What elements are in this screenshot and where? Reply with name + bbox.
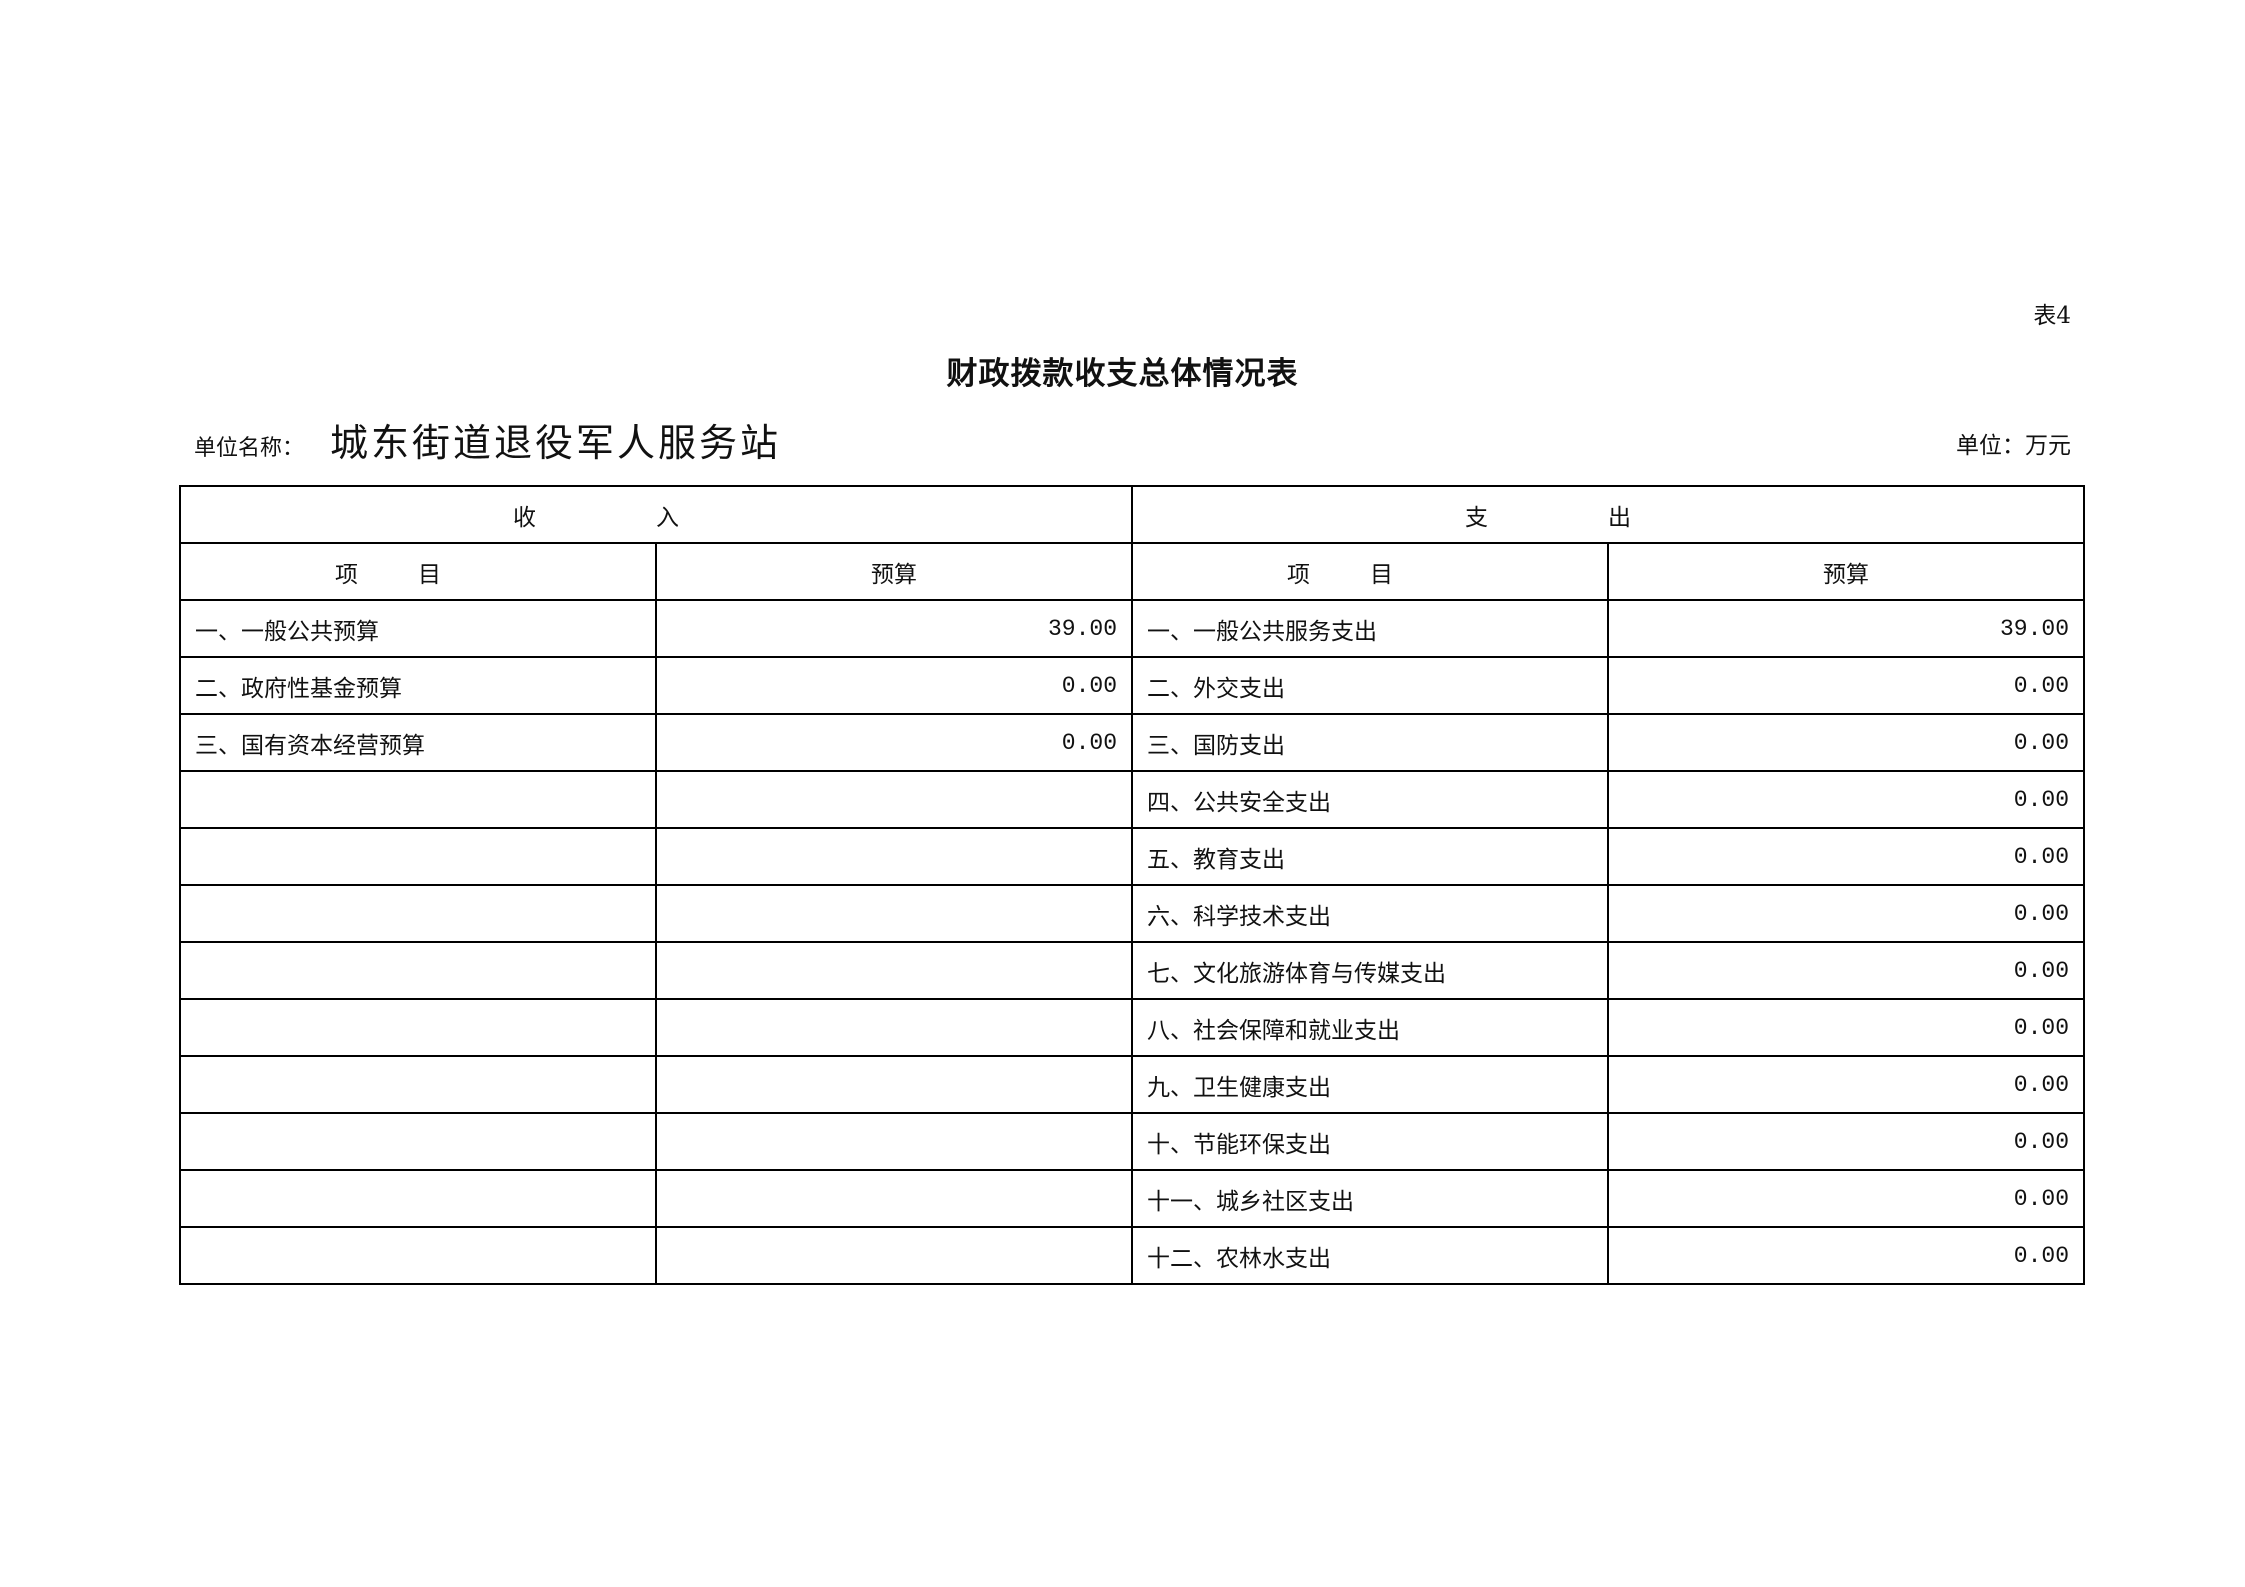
expense-item: 十二、农林水支出 <box>1131 1226 1609 1285</box>
income-budget <box>655 941 1133 1000</box>
expense-budget: 0.00 <box>1607 884 2085 943</box>
expense-item: 二、外交支出 <box>1131 656 1609 715</box>
income-budget <box>655 1169 1133 1228</box>
income-item <box>179 1112 657 1171</box>
income-item <box>179 998 657 1057</box>
table-row: 十一、城乡社区支出 0.00 <box>179 1169 2085 1228</box>
table-row: 十二、农林水支出 0.00 <box>179 1226 2085 1285</box>
expense-item: 十、节能环保支出 <box>1131 1112 1609 1171</box>
expense-header: 支出 <box>1131 485 2085 544</box>
income-budget: 0.00 <box>655 713 1133 772</box>
table-row: 五、教育支出 0.00 <box>179 827 2085 886</box>
income-item-header: 项目 <box>179 542 657 601</box>
income-budget <box>655 1055 1133 1114</box>
table-row: 二、政府性基金预算 0.00 二、外交支出 0.00 <box>179 656 2085 715</box>
income-budget <box>655 827 1133 886</box>
expense-item: 九、卫生健康支出 <box>1131 1055 1609 1114</box>
income-budget <box>655 1112 1133 1171</box>
expense-item-header: 项目 <box>1131 542 1609 601</box>
unit-name-label: 单位名称： <box>194 436 305 461</box>
expense-item: 三、国防支出 <box>1131 713 1609 772</box>
page-title: 财政拨款收支总体情况表 <box>946 356 1299 392</box>
table-row: 三、国有资本经营预算 0.00 三、国防支出 0.00 <box>179 713 2085 772</box>
income-budget <box>655 770 1133 829</box>
income-budget: 39.00 <box>655 599 1133 658</box>
expense-item: 五、教育支出 <box>1131 827 1609 886</box>
unit-name: 城东街道退役军人服务站 <box>330 421 782 465</box>
table-row: 一、一般公共预算 39.00 一、一般公共服务支出 39.00 <box>179 599 2085 658</box>
income-item: 一、一般公共预算 <box>179 599 657 658</box>
income-item <box>179 1226 657 1285</box>
expense-item: 八、社会保障和就业支出 <box>1131 998 1609 1057</box>
expense-item: 七、文化旅游体育与传媒支出 <box>1131 941 1609 1000</box>
income-item <box>179 827 657 886</box>
expense-budget: 0.00 <box>1607 1055 2085 1114</box>
table-row: 八、社会保障和就业支出 0.00 <box>179 998 2085 1057</box>
income-header: 收入 <box>179 485 1133 544</box>
expense-item: 十一、城乡社区支出 <box>1131 1169 1609 1228</box>
income-item <box>179 770 657 829</box>
expense-budget: 0.00 <box>1607 827 2085 886</box>
table-row: 四、公共安全支出 0.00 <box>179 770 2085 829</box>
expense-budget: 0.00 <box>1607 1169 2085 1228</box>
budget-table: 收入 支出 项目 预算 项目 预算 一、一般公共预算 39.00 一、一般公共服务支… <box>179 485 2085 1285</box>
income-budget <box>655 884 1133 943</box>
expense-budget: 0.00 <box>1607 713 2085 772</box>
income-budget <box>655 998 1133 1057</box>
table-row: 九、卫生健康支出 0.00 <box>179 1055 2085 1114</box>
expense-budget: 0.00 <box>1607 941 2085 1000</box>
expense-budget: 39.00 <box>1607 599 2085 658</box>
expense-budget: 0.00 <box>1607 770 2085 829</box>
currency-unit: 单位：万元 <box>1956 433 2071 459</box>
section-header-row: 收入 支出 <box>179 485 2085 544</box>
income-budget: 0.00 <box>655 656 1133 715</box>
expense-budget: 0.00 <box>1607 656 2085 715</box>
table-row: 七、文化旅游体育与传媒支出 0.00 <box>179 941 2085 1000</box>
expense-budget: 0.00 <box>1607 1112 2085 1171</box>
expense-item: 四、公共安全支出 <box>1131 770 1609 829</box>
income-item <box>179 1169 657 1228</box>
income-item: 二、政府性基金预算 <box>179 656 657 715</box>
expense-budget: 0.00 <box>1607 1226 2085 1285</box>
income-item <box>179 884 657 943</box>
income-budget <box>655 1226 1133 1285</box>
column-header-row: 项目 预算 项目 预算 <box>179 542 2085 601</box>
expense-budget: 0.00 <box>1607 998 2085 1057</box>
income-item <box>179 1055 657 1114</box>
table-row: 十、节能环保支出 0.00 <box>179 1112 2085 1171</box>
table-row: 六、科学技术支出 0.00 <box>179 884 2085 943</box>
expense-item: 六、科学技术支出 <box>1131 884 1609 943</box>
expense-budget-header: 预算 <box>1607 542 2085 601</box>
income-item: 三、国有资本经营预算 <box>179 713 657 772</box>
income-item <box>179 941 657 1000</box>
table-number: 表4 <box>2033 303 2071 329</box>
expense-item: 一、一般公共服务支出 <box>1131 599 1609 658</box>
income-budget-header: 预算 <box>655 542 1133 601</box>
